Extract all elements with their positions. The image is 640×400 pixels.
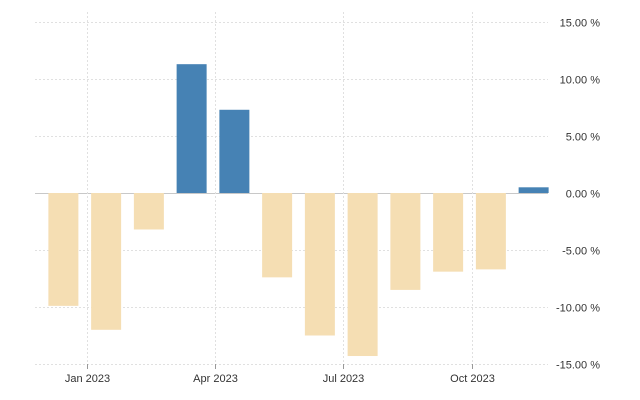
y-axis: 15.00 % 10.00 % 5.00 % 0.00 % -5.00 % -10.00 …	[556, 18, 600, 372]
bar-layer	[48, 64, 549, 357]
y-tick-label: 15.00 %	[560, 18, 601, 30]
x-tick-label: Jan 2023	[65, 373, 110, 385]
bar[interactable]	[390, 193, 421, 290]
y-tick-label: -15.00 %	[556, 360, 600, 372]
y-tick-label: 10.00 %	[560, 75, 601, 87]
bar[interactable]	[48, 193, 79, 306]
bar[interactable]	[475, 193, 506, 270]
bar[interactable]	[176, 64, 207, 194]
y-tick-label: 5.00 %	[566, 132, 600, 144]
x-tick-label: Oct 2023	[450, 373, 495, 385]
bar[interactable]	[304, 193, 335, 336]
bar[interactable]	[433, 193, 464, 272]
bar[interactable]	[347, 193, 378, 357]
y-tick-label: -10.00 %	[556, 303, 600, 315]
bar[interactable]	[262, 193, 293, 278]
x-tick-label: Jul 2023	[323, 373, 365, 385]
bar[interactable]	[518, 187, 549, 193]
y-tick-label: 0.00 %	[566, 189, 600, 201]
bar[interactable]	[91, 193, 122, 330]
bar[interactable]	[219, 109, 250, 193]
x-tick-label: Apr 2023	[193, 373, 238, 385]
y-tick-label: -5.00 %	[562, 246, 600, 258]
bar[interactable]	[133, 193, 164, 230]
x-axis: Jan 2023 Apr 2023 Jul 2023 Oct 2023	[65, 364, 495, 385]
